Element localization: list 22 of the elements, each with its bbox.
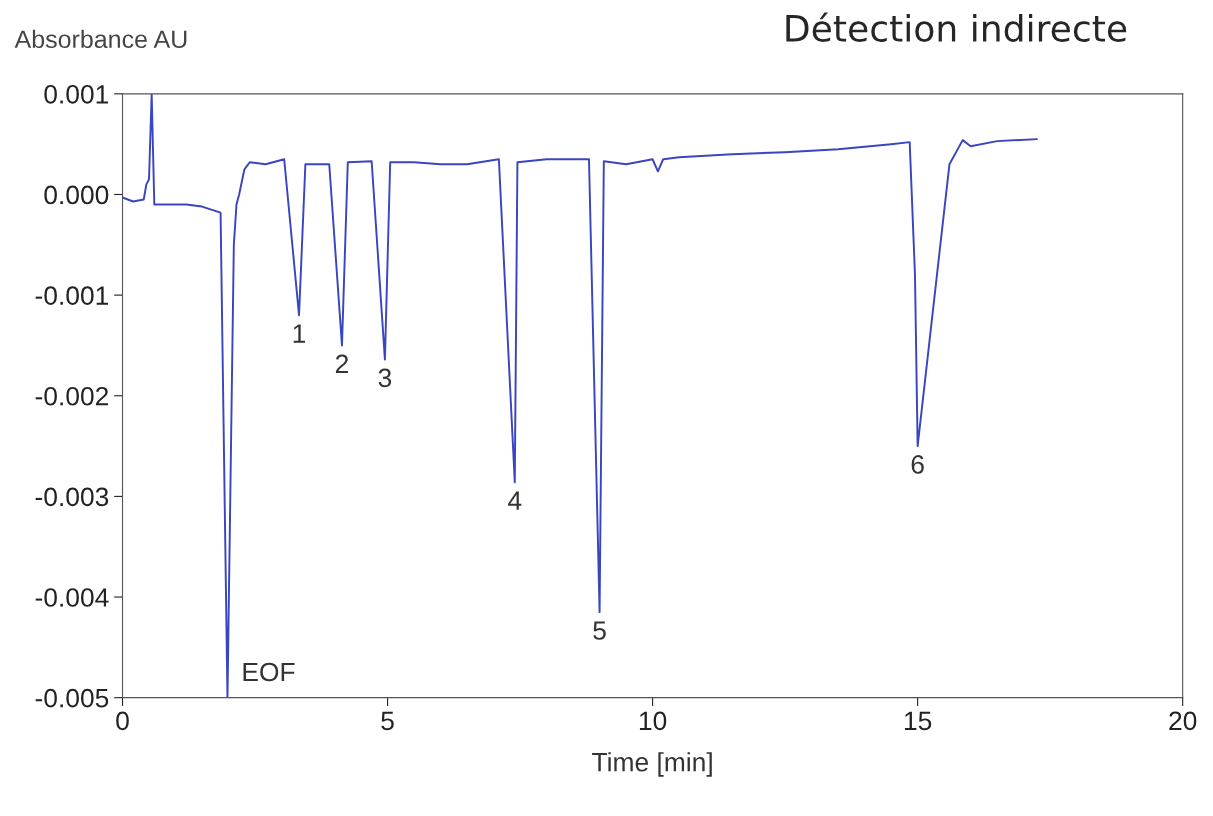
x-tick-label: 10 bbox=[639, 711, 667, 731]
y-tick-label: -0.003 bbox=[35, 487, 109, 507]
annotation: 1 bbox=[293, 324, 306, 343]
y-axis-title: Absorbance AU bbox=[14, 29, 187, 49]
chart-title: Détection indirecte bbox=[786, 12, 1127, 42]
x-axis-title: Time [min] bbox=[592, 752, 712, 777]
y-tick-label: 0.001 bbox=[44, 84, 109, 104]
annotation: 6 bbox=[911, 455, 924, 474]
annotation: 5 bbox=[593, 621, 606, 640]
annotation: 4 bbox=[508, 491, 522, 510]
y-tick-label: -0.004 bbox=[35, 588, 109, 607]
x-tick-label: 20 bbox=[1169, 711, 1197, 731]
x-tick-label: 0 bbox=[116, 711, 129, 731]
annotation: 3 bbox=[378, 368, 392, 388]
y-tick-label: -0.001 bbox=[35, 286, 109, 305]
y-tick-label: -0.005 bbox=[35, 688, 109, 708]
annotation: EOF bbox=[243, 662, 295, 682]
annotation: 2 bbox=[335, 354, 348, 373]
y-tick-label: -0.002 bbox=[35, 386, 108, 406]
x-tick-label: 5 bbox=[381, 711, 394, 731]
y-tick-label: 0.000 bbox=[44, 185, 109, 205]
x-tick-label: 15 bbox=[904, 711, 932, 731]
